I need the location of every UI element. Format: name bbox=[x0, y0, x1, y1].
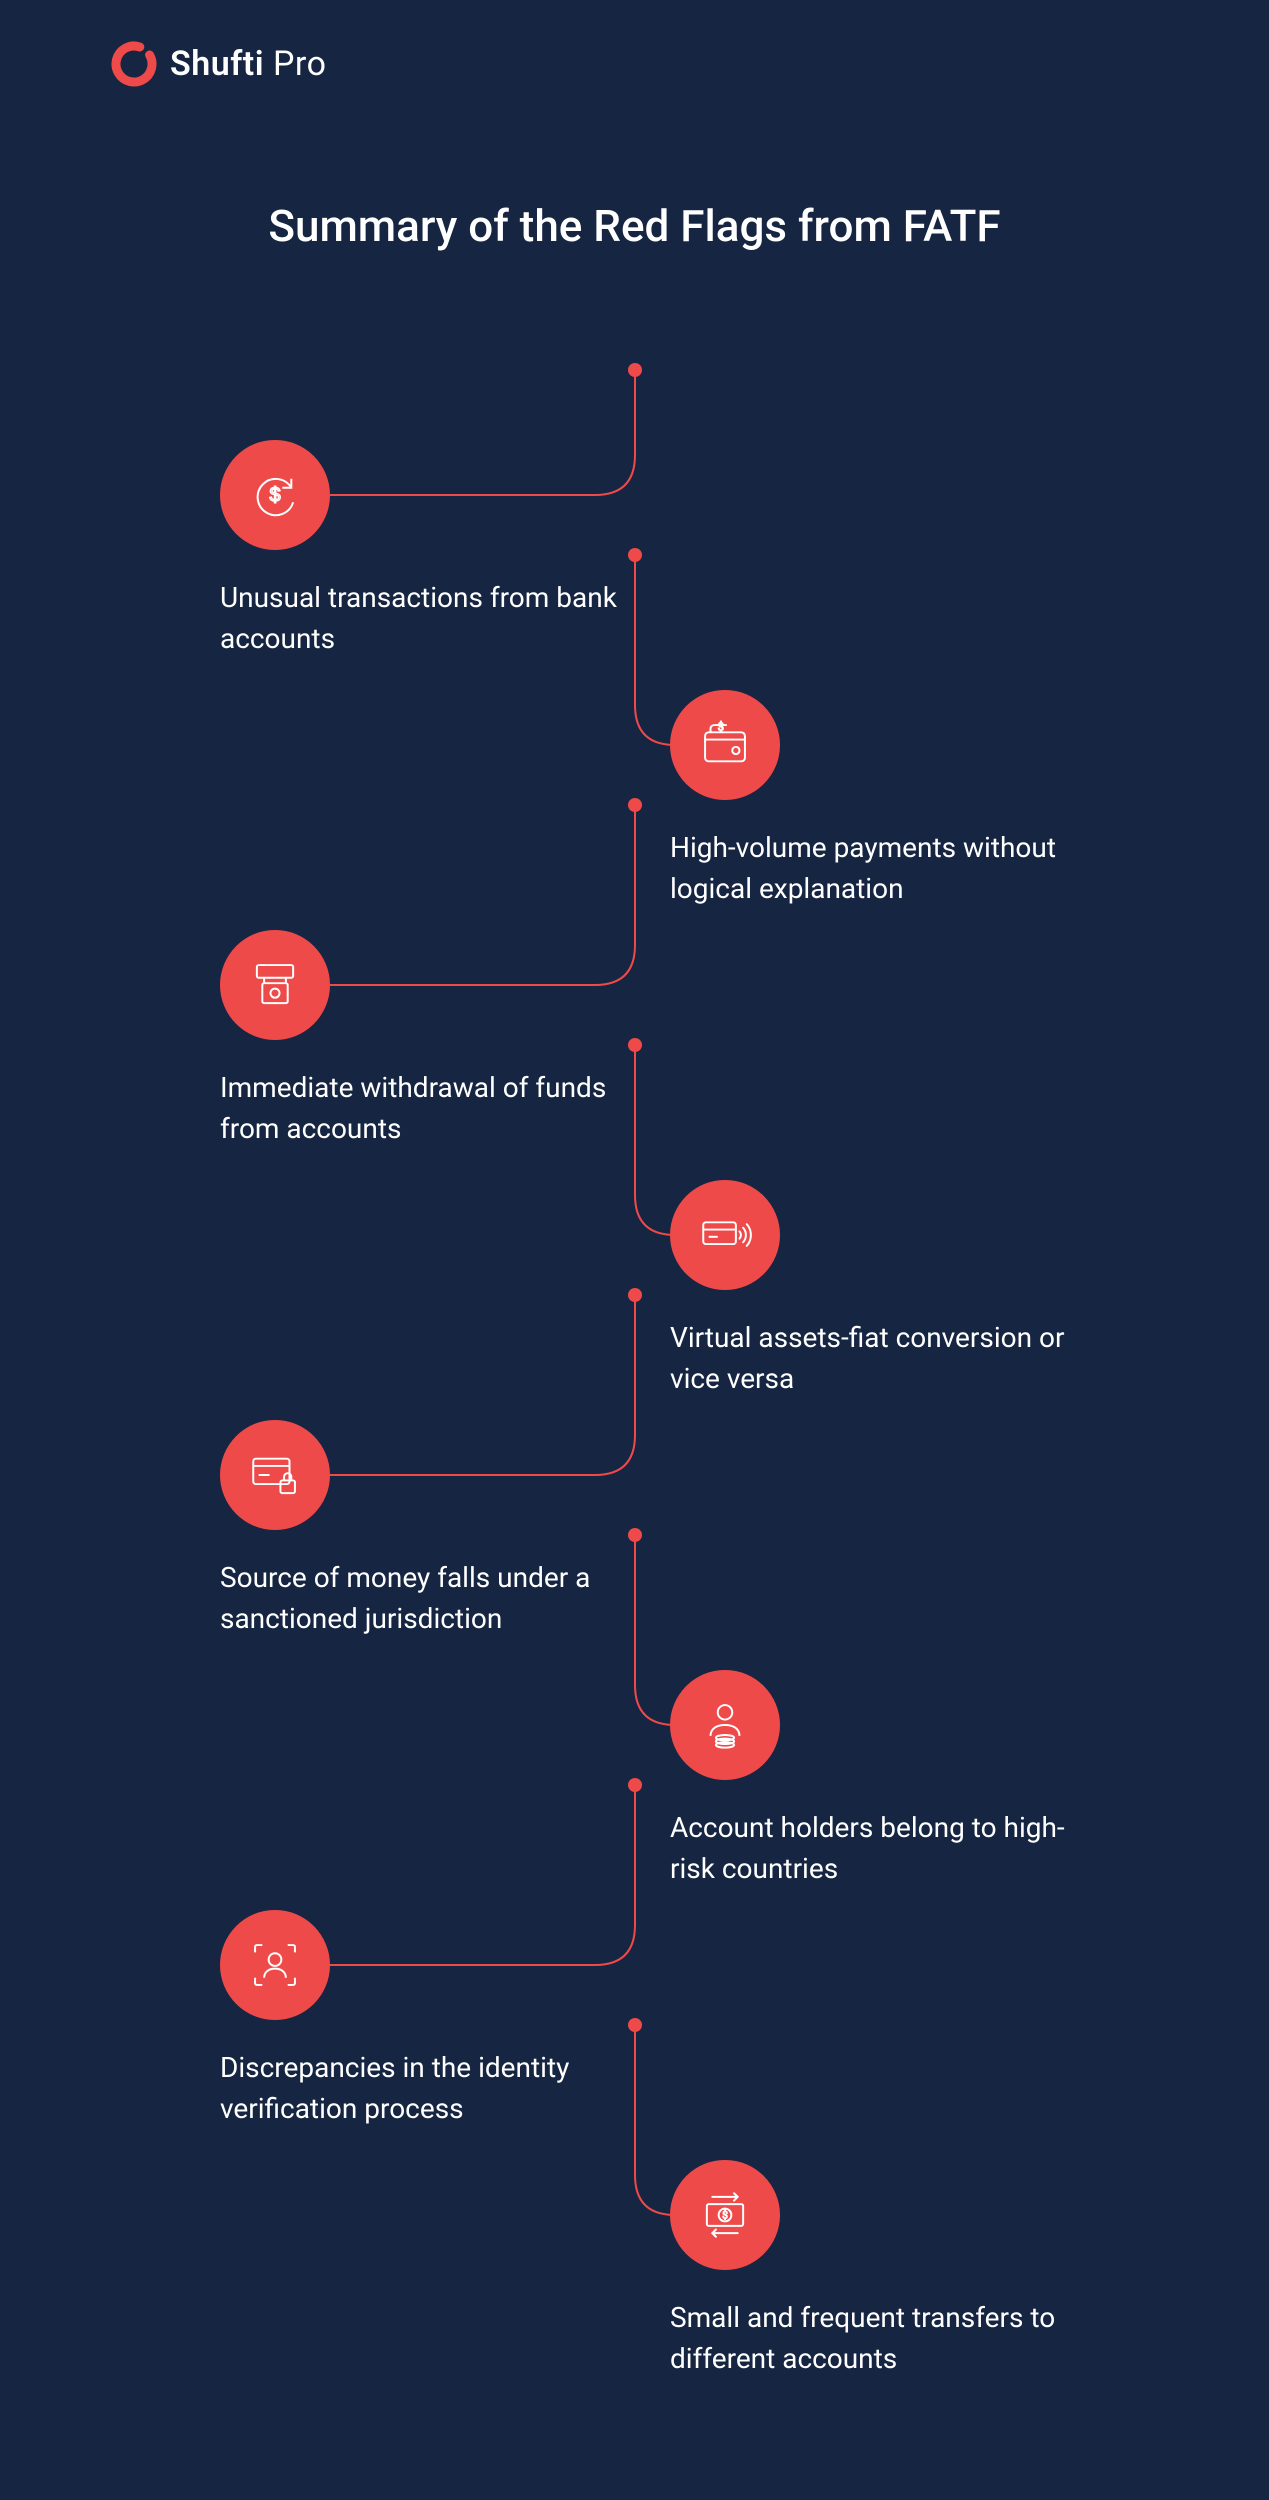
timeline-container: $ Unusual transactions from bank accounts… bbox=[0, 360, 1269, 2460]
connector-lines bbox=[0, 360, 1269, 2460]
card-lock-icon bbox=[220, 1420, 330, 1530]
person-coins-icon bbox=[670, 1670, 780, 1780]
cash-arrows-icon: $ bbox=[670, 2160, 780, 2270]
wallet-dollar-icon: $ bbox=[670, 690, 780, 800]
atm-cash-icon bbox=[220, 930, 330, 1040]
svg-text:$: $ bbox=[269, 484, 280, 506]
face-scan-icon bbox=[220, 1910, 330, 2020]
timeline-item: Virtual assets-fiat conversion or vice v… bbox=[670, 1180, 1090, 1399]
page-title: Summary of the Red Flags from FATF bbox=[0, 200, 1269, 252]
timeline-item-label: Source of money falls under a sanctioned… bbox=[220, 1558, 640, 1639]
timeline-item: $ High-volume payments without logical ex… bbox=[670, 690, 1090, 909]
svg-text:$: $ bbox=[718, 721, 724, 734]
timeline-item: $ Unusual transactions from bank accounts bbox=[220, 440, 640, 659]
timeline-item: Account holders belong to high-risk coun… bbox=[670, 1670, 1090, 1889]
timeline-item-label: Unusual transactions from bank accounts bbox=[220, 578, 640, 659]
timeline-item: $ Small and frequent transfers to differe… bbox=[670, 2160, 1090, 2379]
card-wireless-icon bbox=[670, 1180, 780, 1290]
timeline-item: Immediate withdrawal of funds from accou… bbox=[220, 930, 640, 1149]
timeline-item-label: Discrepancies in the identity verificati… bbox=[220, 2048, 640, 2129]
timeline-item: Discrepancies in the identity verificati… bbox=[220, 1910, 640, 2129]
timeline-item-label: High-volume payments without logical exp… bbox=[670, 828, 1090, 909]
timeline-item-label: Account holders belong to high-risk coun… bbox=[670, 1808, 1090, 1889]
brand-name: Shufti Pro bbox=[170, 44, 327, 84]
refresh-dollar-icon: $ bbox=[220, 440, 330, 550]
timeline-item: Source of money falls under a sanctioned… bbox=[220, 1420, 640, 1639]
timeline-item-label: Immediate withdrawal of funds from accou… bbox=[220, 1068, 640, 1149]
logo-ring-icon bbox=[110, 40, 158, 88]
timeline-item-label: Virtual assets-fiat conversion or vice v… bbox=[670, 1318, 1090, 1399]
brand-logo: Shufti Pro bbox=[110, 40, 327, 88]
timeline-item-label: Small and frequent transfers to differen… bbox=[670, 2298, 1090, 2379]
svg-text:$: $ bbox=[722, 2211, 728, 2222]
